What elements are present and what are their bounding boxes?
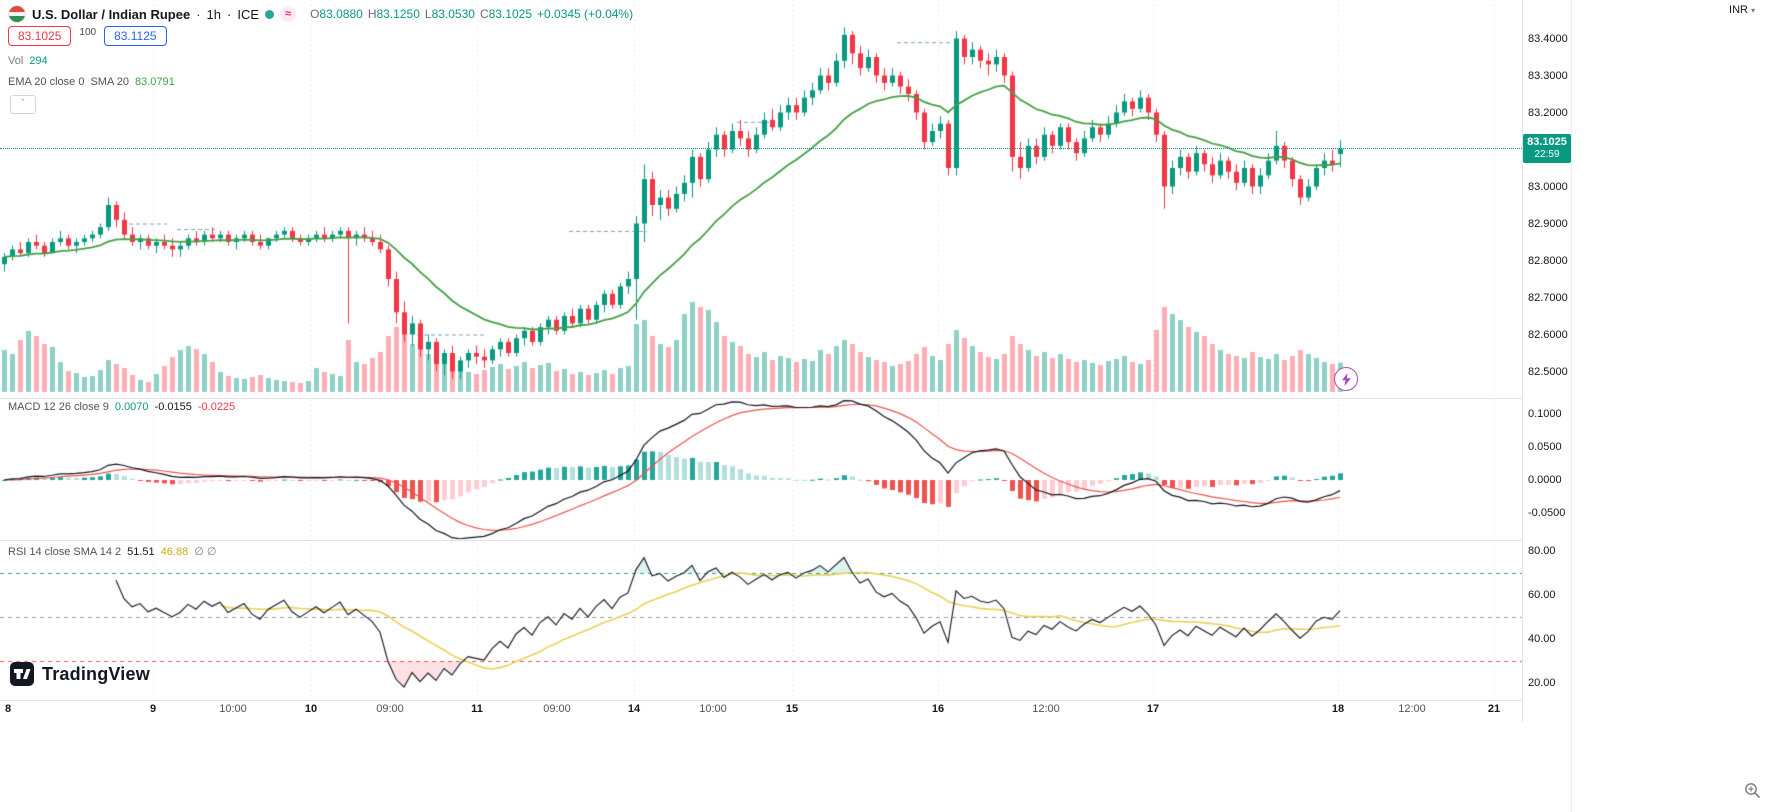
chart-area[interactable]: U.S. Dollar / Indian Rupee · 1h · ICE ≈ … [0, 0, 1570, 722]
time-axis-label: 14 [627, 703, 641, 715]
sma-legend-label: SMA 20 [90, 76, 129, 88]
rsi-axis-label: 40.00 [1528, 633, 1556, 645]
rsi-axis-label: 80.00 [1528, 545, 1556, 557]
current-price-tag: 83.1025 22:59 [1523, 134, 1571, 163]
time-axis[interactable]: 8 9 10:00 10 09:00 11 09:00 14 10:00 15 16 12:00 17 1… [0, 700, 1522, 722]
volume-value: 294 [29, 55, 48, 67]
market-status-icon[interactable] [265, 9, 275, 19]
rsi-extra-values: ∅ ∅ [194, 546, 217, 558]
high-value: 83.1250 [376, 7, 420, 21]
time-axis-label: 21 [1487, 703, 1501, 715]
macd-line-value: -0.0155 [154, 401, 192, 413]
time-axis-border [0, 700, 1570, 701]
flash-order-icon[interactable] [1334, 367, 1358, 391]
low-value: 83.0530 [431, 7, 475, 21]
buy-price-button[interactable]: 83.1125 [104, 26, 167, 46]
macd-axis-label: 0.1000 [1528, 408, 1562, 420]
price-axis[interactable]: 83.1025 22:59 83.4000 83.3000 83.2000 83.10… [1522, 0, 1571, 722]
close-value: 83.1025 [488, 7, 533, 21]
high-label: H [367, 7, 377, 21]
low-label: L [424, 7, 432, 21]
currency-label: INR [1729, 4, 1748, 16]
price-axis-label: 83.2000 [1528, 106, 1568, 119]
price-axis-label: 82.5000 [1528, 365, 1568, 378]
time-axis-label: 12:00 [1398, 703, 1426, 715]
ema-legend-label: EMA 20 close 0 [8, 76, 85, 88]
open-label: O [310, 7, 320, 21]
rsi-axis-label: 20.00 [1528, 677, 1556, 689]
time-axis-label: 18 [1331, 703, 1345, 715]
close-label: C [479, 7, 489, 21]
time-axis-label: 16 [931, 703, 945, 715]
order-panel: 83.1025 100 83.1125 [8, 26, 167, 46]
delayed-data-icon[interactable]: ≈ [280, 6, 297, 22]
time-axis-label: 10:00 [699, 703, 727, 715]
tradingview-logo-text: TradingView [42, 663, 150, 684]
symbol-legend[interactable]: U.S. Dollar / Indian Rupee · 1h · ICE ≈ … [8, 5, 633, 23]
ma-indicator-legend[interactable]: EMA 20 close 0 SMA 20 83.0791 [8, 76, 175, 88]
time-axis-label: 10 [304, 703, 318, 715]
price-axis-label: 82.9000 [1528, 217, 1568, 230]
bar-countdown: 22:59 [1534, 149, 1560, 160]
time-axis-label: 09:00 [376, 703, 404, 715]
rsi-sma-value: 46.88 [160, 545, 189, 558]
change-value: +0.0345 (+0.04%) [537, 7, 634, 21]
volume-legend[interactable]: Vol 294 [8, 55, 48, 67]
time-axis-label: 11 [471, 703, 483, 715]
volume-label: Vol [8, 55, 24, 67]
sell-price-button[interactable]: 83.1025 [8, 26, 72, 46]
lightning-bolt-icon [1341, 372, 1351, 386]
collapse-indicators-button[interactable]: ˆ [10, 95, 36, 114]
time-axis-label: 12:00 [1032, 703, 1060, 715]
macd-legend[interactable]: MACD 12 26 close 9 0.0070 -0.0155 -0.022… [8, 401, 235, 413]
rsi-legend-label: RSI 14 close SMA 14 2 [8, 545, 122, 558]
time-axis-label: 9 [149, 703, 157, 715]
price-axis-label: 83.0000 [1528, 180, 1568, 193]
interval-label[interactable]: 1h [206, 6, 222, 22]
current-price-line [0, 148, 1522, 149]
price-axis-label: 83.3000 [1528, 69, 1568, 82]
time-axis-label: 09:00 [543, 703, 571, 715]
macd-axis-label: 0.0000 [1528, 474, 1562, 486]
tradingview-logo-icon [10, 662, 34, 686]
chart-canvas[interactable] [0, 0, 1522, 722]
rsi-value: 51.51 [127, 545, 155, 558]
price-axis-label: 82.6000 [1528, 328, 1568, 341]
macd-hist-value: 0.0070 [114, 401, 149, 413]
price-axis-label: 82.8000 [1528, 254, 1568, 267]
macd-signal-value: -0.0225 [197, 401, 236, 413]
chevron-down-icon: ▾ [1750, 5, 1755, 15]
pane-separator-macd[interactable] [0, 398, 1570, 399]
order-quantity[interactable]: 100 [79, 27, 97, 38]
time-axis-label: 8 [4, 703, 12, 715]
macd-axis-label: 0.0500 [1528, 441, 1562, 453]
symbol-title[interactable]: U.S. Dollar / Indian Rupee [32, 6, 191, 22]
open-value: 83.0880 [319, 7, 363, 21]
currency-selector[interactable]: INR ▾ [1729, 4, 1755, 16]
time-axis-label: 17 [1146, 703, 1160, 715]
time-axis-label: 10:00 [219, 703, 247, 715]
price-axis-label: 82.7000 [1528, 291, 1568, 304]
magnifier-icon[interactable] [1744, 782, 1761, 804]
separator: · [196, 6, 201, 22]
current-price-value: 83.1025 [1527, 136, 1567, 148]
symbol-logo-icon [8, 5, 26, 23]
right-panel: INR ▾ [1571, 0, 1768, 812]
exchange-label[interactable]: ICE [237, 6, 260, 22]
macd-legend-label: MACD 12 26 close 9 [8, 401, 109, 413]
ohlc-values: O83.0880 H83.1250 L83.0530 C83.1025 +0.0… [310, 7, 633, 21]
rsi-legend[interactable]: RSI 14 close SMA 14 2 51.51 46.88 ∅ ∅ [8, 545, 217, 559]
price-axis-label: 83.4000 [1528, 32, 1568, 45]
pane-separator-rsi[interactable] [0, 540, 1570, 541]
tradingview-logo[interactable]: TradingView [10, 662, 150, 686]
sma-value: 83.0791 [134, 76, 175, 88]
separator: · [227, 6, 232, 22]
macd-axis-label: -0.0500 [1528, 507, 1566, 519]
rsi-axis-label: 60.00 [1528, 589, 1556, 601]
time-axis-label: 15 [785, 703, 799, 715]
